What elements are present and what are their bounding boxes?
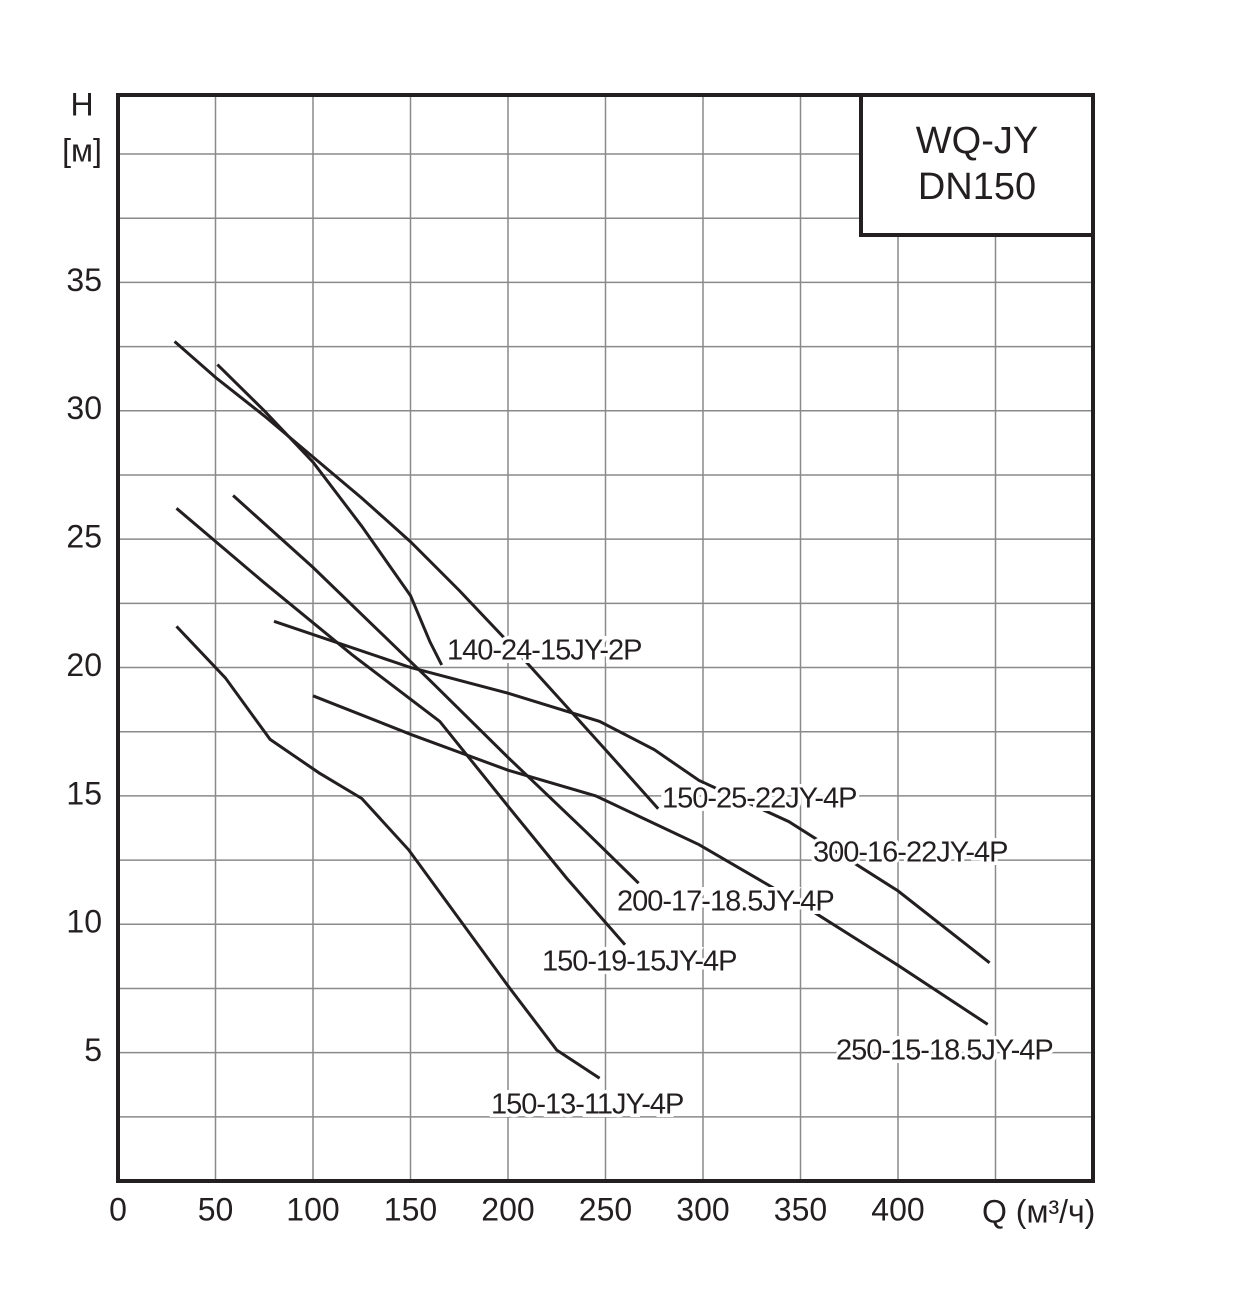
curve-label: 200-17-18.5JY-4P (617, 886, 834, 918)
x-tick-label: 300 (676, 1191, 729, 1227)
x-tick-label: 250 (579, 1191, 632, 1227)
x-tick-label: 350 (774, 1191, 827, 1227)
y-axis-label: H (70, 86, 93, 122)
x-tick-label: 50 (198, 1191, 234, 1227)
y-tick-label: 5 (84, 1032, 102, 1068)
plot-frame (116, 93, 1095, 1183)
x-tick-label: 200 (481, 1191, 534, 1227)
y-tick-label: 35 (66, 262, 102, 298)
pump-curve (175, 507, 627, 946)
x-tick-label: 400 (871, 1191, 924, 1227)
x-tick-label: 0 (109, 1191, 127, 1227)
curve-label: 150-19-15JY-4P (542, 946, 737, 978)
pump-curve (175, 625, 601, 1080)
x-axis-label: Q (м³/ч) (982, 1193, 1095, 1229)
curve-label: 300-16-22JY-4P (813, 837, 1008, 869)
x-tick-label: 150 (384, 1191, 437, 1227)
box-title: WQ-JY (916, 120, 1038, 162)
x-tick-label: 100 (286, 1191, 339, 1227)
y-tick-label: 20 (66, 647, 102, 683)
y-axis-label: [м] (62, 132, 102, 168)
y-tick-label: 10 (66, 904, 102, 940)
y-tick-label: 15 (66, 775, 102, 811)
title-box (859, 93, 1095, 237)
y-tick-label: 25 (66, 519, 102, 555)
curve-label: 150-25-22JY-4P (662, 783, 857, 815)
curve-label: 250-15-18.5JY-4P (836, 1035, 1053, 1067)
y-tick-label: 30 (66, 390, 102, 426)
box-title: DN150 (918, 166, 1036, 208)
curve-label: 150-13-11JY-4P (491, 1089, 683, 1121)
pump-curve (312, 694, 989, 1026)
pump-curve (232, 494, 640, 885)
pump-curve (273, 619, 991, 964)
curve-label: 140-24-15JY-2P (447, 635, 642, 667)
pump-curve (216, 363, 444, 666)
